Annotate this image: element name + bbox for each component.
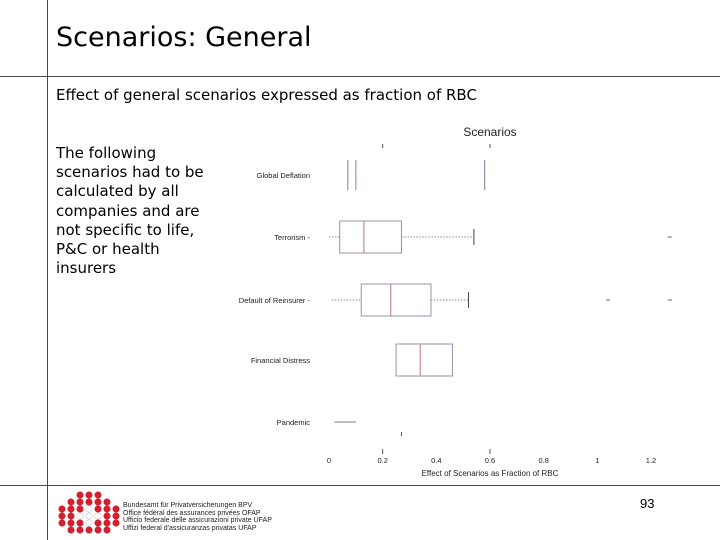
slide-subtitle: Effect of general scenarios expressed as… — [56, 86, 477, 104]
logo-dot — [112, 512, 120, 520]
x-tick-label: 0.6 — [485, 456, 495, 465]
logo-dot — [85, 491, 93, 499]
logo-dot — [103, 519, 111, 527]
logo-dot — [76, 526, 84, 534]
logo-dot — [112, 519, 120, 527]
logo-dot — [67, 519, 75, 527]
logo-dot — [94, 498, 102, 506]
x-tick-label: 0.4 — [431, 456, 441, 465]
logo-dot — [103, 498, 111, 506]
category-label-terrorism: Terrorism - — [274, 233, 310, 242]
category-label-global-deflation: Global Deflation — [257, 171, 310, 180]
logo-dot — [103, 512, 111, 520]
logo-dot — [67, 512, 75, 520]
logo-dot — [94, 505, 102, 513]
logo-dot — [112, 505, 120, 513]
box-default-of-reinsurer — [360, 283, 432, 317]
logo-dot — [94, 491, 102, 499]
logo-dot — [58, 505, 66, 513]
logo-dot — [76, 491, 84, 499]
logo-dot — [67, 498, 75, 506]
title-divider-line — [0, 76, 720, 77]
agency-line-de: Bundesamt für Privatversicherungen BPV — [123, 502, 253, 509]
logo-dot — [103, 526, 111, 534]
logo-dot — [58, 512, 66, 520]
logo-dot — [94, 519, 102, 527]
logo-dot — [58, 519, 66, 527]
x-tick-label: 1.2 — [646, 456, 656, 465]
agency-name-block: Bundesamt für Privatversicherungen BPV O… — [123, 502, 272, 532]
slide-body-text: The following scenarios had to be calcul… — [56, 144, 204, 278]
logo-dot — [103, 505, 111, 513]
logo-dot — [94, 526, 102, 534]
x-tick-label: 0.2 — [377, 456, 387, 465]
logo-dot — [67, 526, 75, 534]
logo-dot — [76, 519, 84, 527]
x-tick-label: 0.8 — [538, 456, 548, 465]
x-axis-label: Effect of Scenarios as Fraction of RBC — [422, 469, 559, 478]
logo-dot — [76, 512, 84, 520]
box-terrorism — [339, 220, 402, 254]
slide-title: Scenarios: General — [56, 22, 312, 53]
x-tick-label: 0 — [327, 456, 331, 465]
logo-dot — [85, 526, 93, 534]
logo-dot — [76, 505, 84, 513]
x-axis-ticks: 0 0.2 0.4 0.6 0.8 1 1.2 — [327, 449, 656, 465]
logo-dot — [85, 498, 93, 506]
logo-dot — [67, 505, 75, 513]
box-financial-distress — [395, 343, 453, 377]
logo-dot — [85, 512, 93, 520]
chart-marks: Global Deflation Terrorism - Default of Re… — [239, 144, 672, 436]
logo-dot — [76, 498, 84, 506]
logo-dot — [85, 505, 93, 513]
page-number: 93 — [640, 496, 655, 511]
logo-dot — [94, 512, 102, 520]
scenarios-boxplot-chart: Scenarios Global Deflation Terrorism - Def… — [239, 125, 672, 478]
category-label-pandemic: Pandemic — [277, 418, 311, 427]
x-tick-label: 1 — [595, 456, 599, 465]
category-label-financial-distress: Financial Distress — [251, 356, 310, 365]
logo-dot — [85, 519, 93, 527]
agency-line-rm: Uffizi federal d'assicuranzas privatas U… — [123, 524, 257, 532]
agency-line-it: Ufficio federale delle assicurazioni pri… — [123, 517, 272, 525]
footer-divider-line — [0, 485, 720, 486]
federal-office-logo — [58, 491, 120, 534]
category-label-default-of-reinsurer: Default of Reinsurer - — [239, 296, 311, 305]
chart-title: Scenarios — [463, 125, 516, 139]
left-divider-line — [47, 0, 48, 540]
agency-line-fr: Office fédéral des assurances privées OF… — [123, 509, 261, 517]
